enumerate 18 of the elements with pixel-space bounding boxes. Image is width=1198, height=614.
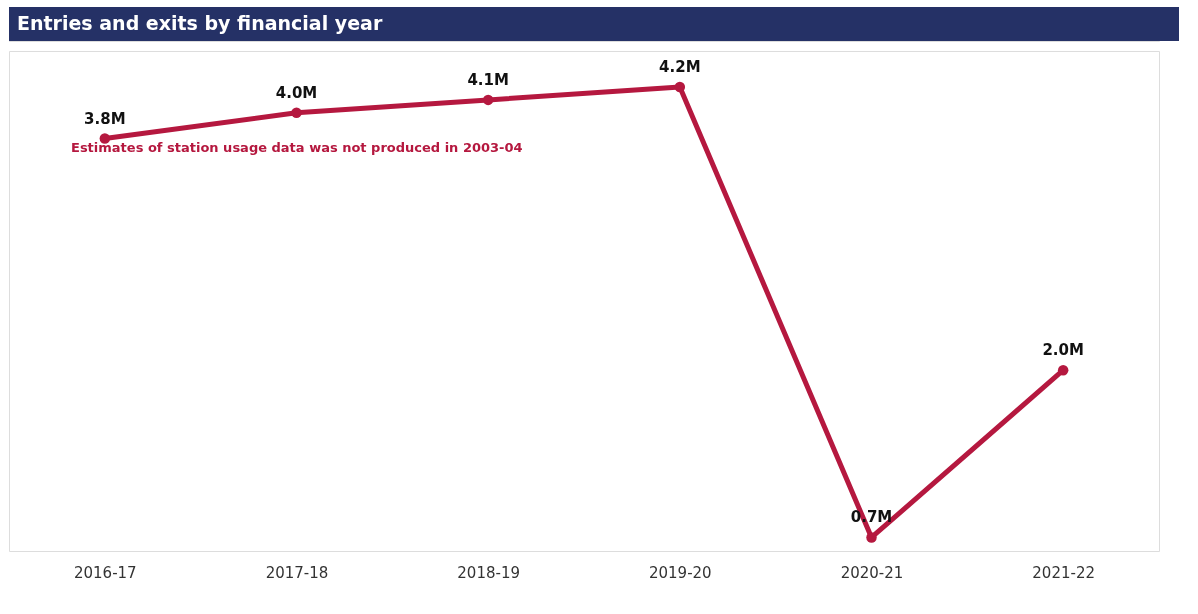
point xyxy=(482,94,494,106)
x-tick-label: 2018-19 xyxy=(457,563,521,582)
x-tick-label: 2021-22 xyxy=(1032,563,1096,582)
point xyxy=(674,81,686,93)
data-label: 3.8M xyxy=(84,109,126,128)
data-label: 4.2M xyxy=(659,58,701,77)
chart-title: Entries and exits by financial year xyxy=(17,12,383,34)
x-tick-label: 2020-21 xyxy=(840,563,904,582)
data-label: 4.1M xyxy=(467,70,509,89)
annotation: Estimates of station usage data was not produced in 2003-04 xyxy=(71,140,523,155)
point xyxy=(1057,364,1069,376)
data-label: 4.0M xyxy=(275,83,318,102)
x-tick-label: 2019-20 xyxy=(648,563,712,582)
point xyxy=(291,107,302,119)
x-tick-label: 2017-18 xyxy=(265,563,329,582)
point xyxy=(866,532,877,543)
data-label: 2.0M xyxy=(1042,341,1084,360)
x-tick-label: 2016-17 xyxy=(73,563,137,582)
